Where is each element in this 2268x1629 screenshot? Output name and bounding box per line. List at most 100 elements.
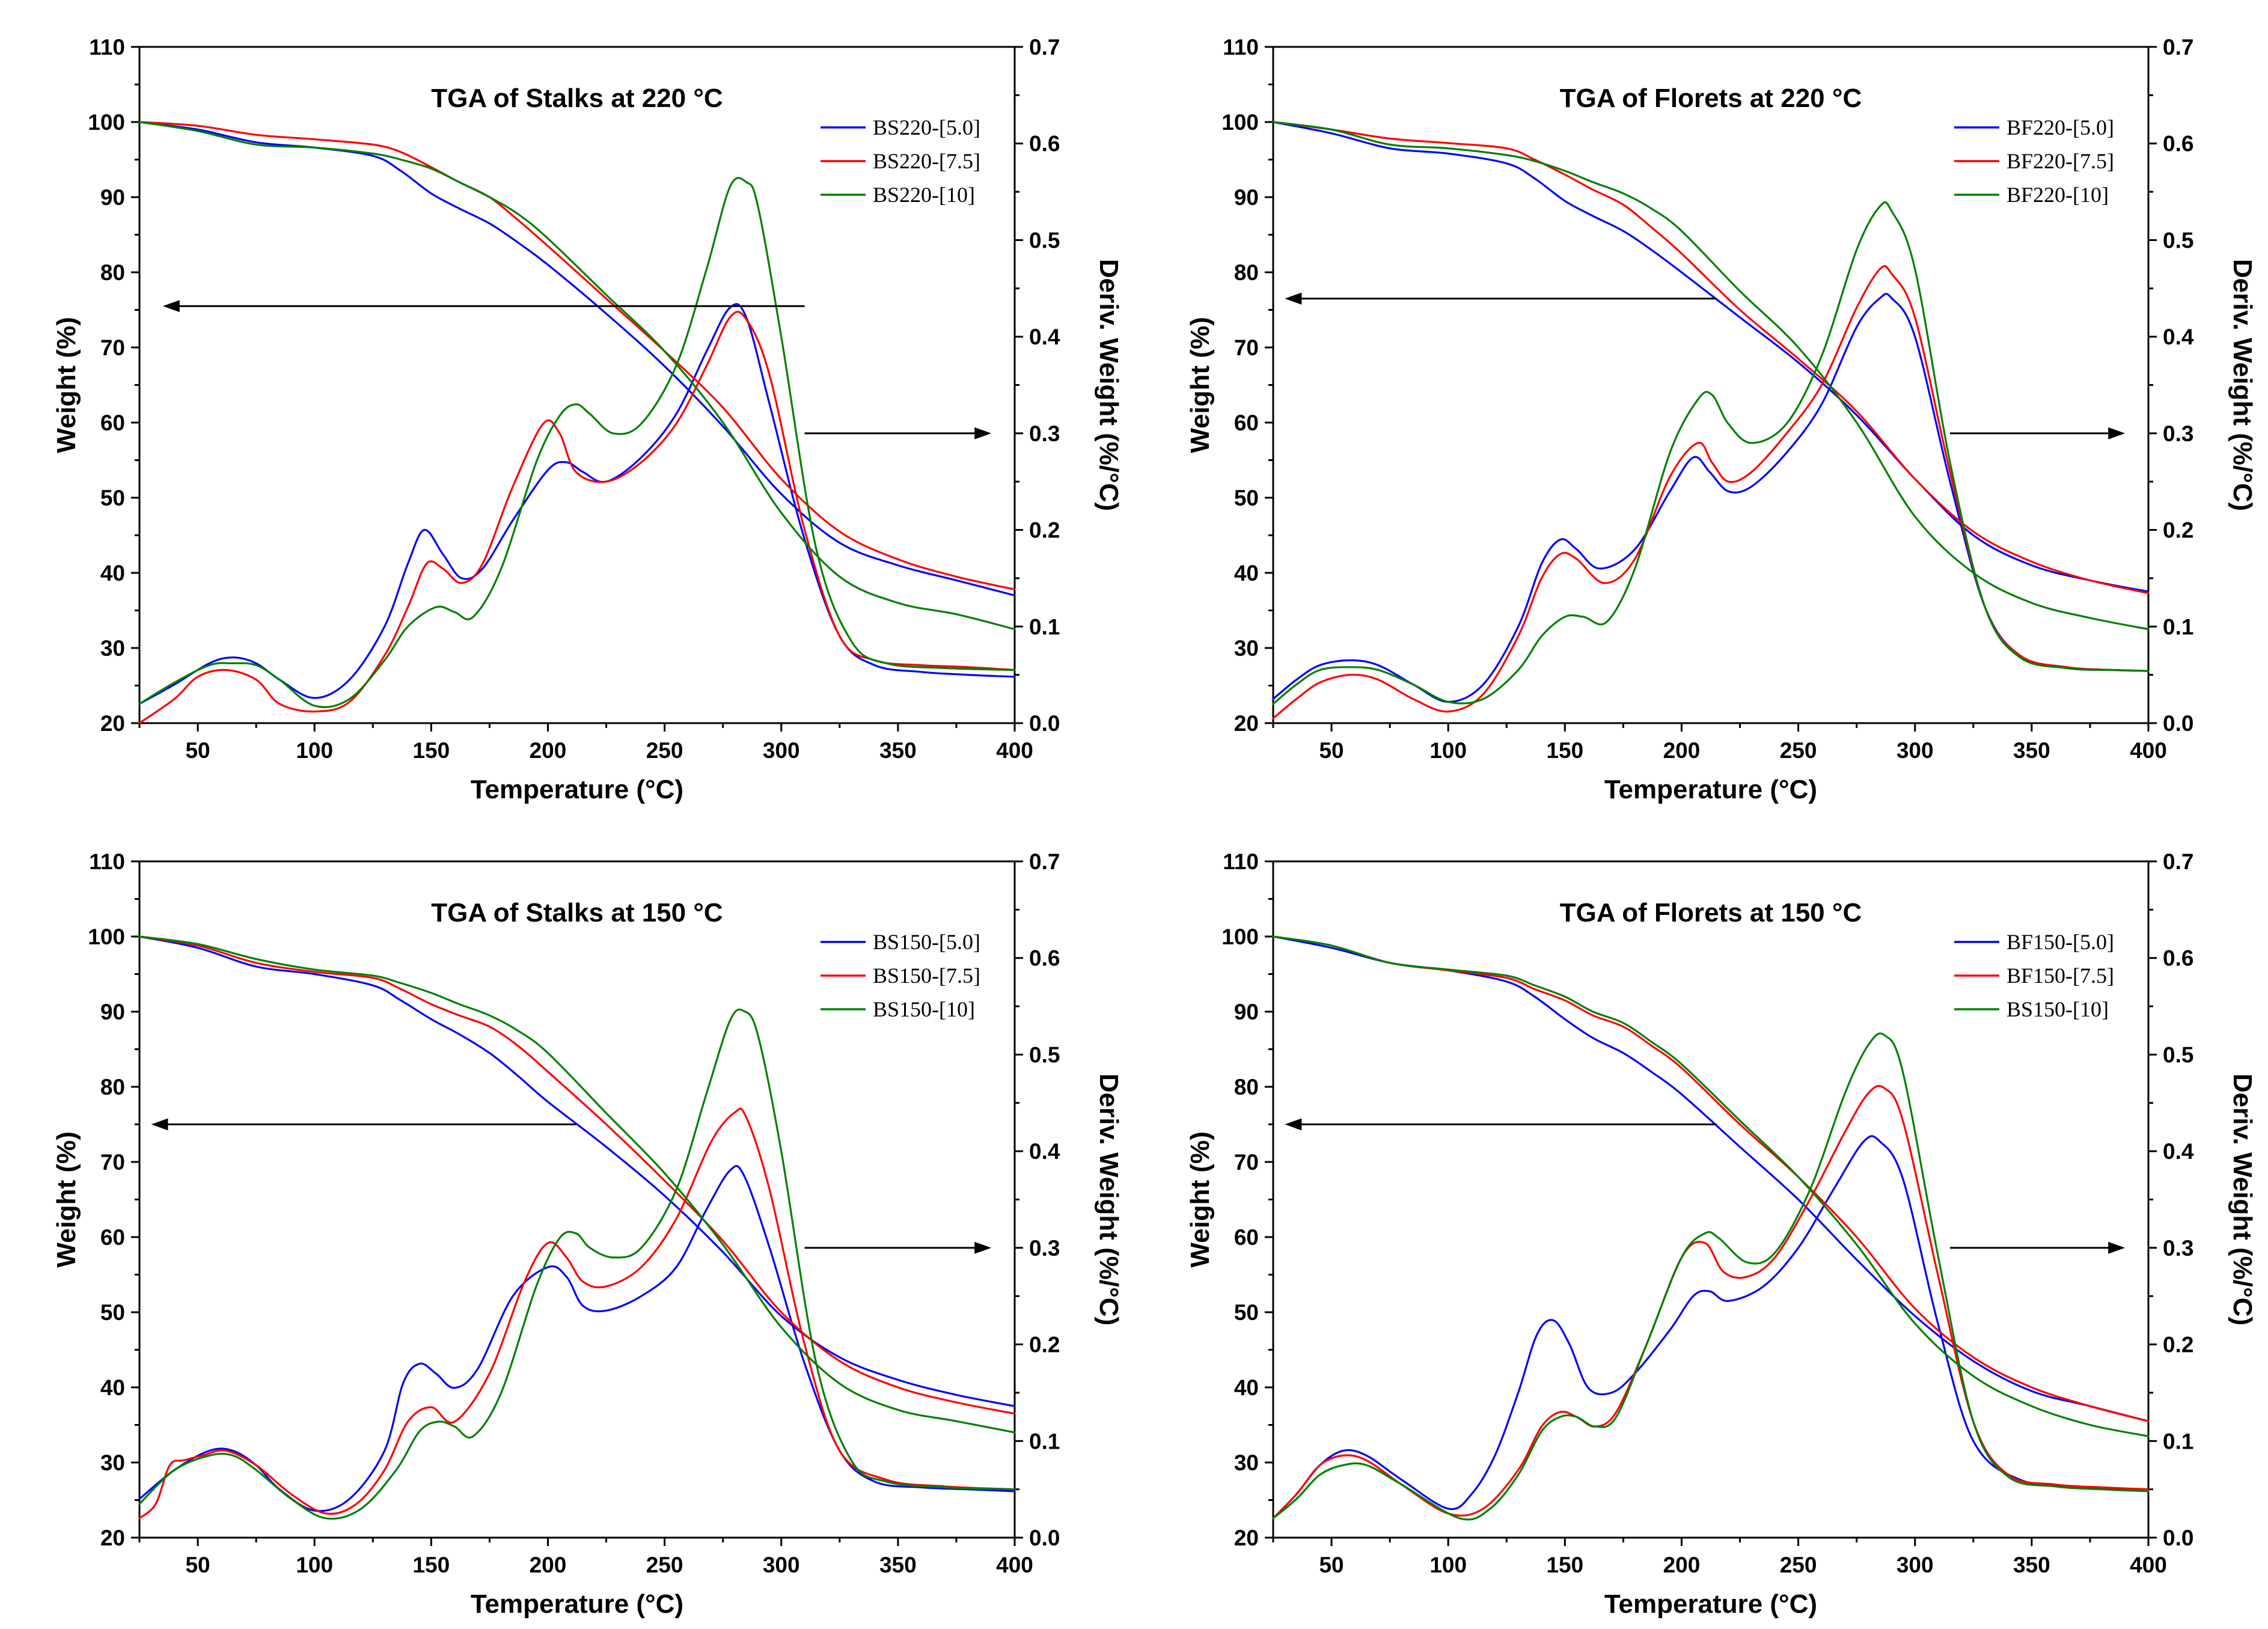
y-tick-label: 90	[100, 185, 125, 210]
series-weight-line	[138, 121, 1016, 591]
x-tick-label: 250	[1780, 1553, 1817, 1577]
series-weight-line	[138, 935, 1016, 1434]
y-tick-label: 30	[100, 1450, 125, 1475]
y-tick-label: 40	[100, 561, 125, 585]
y-tick-label: 90	[1234, 185, 1259, 210]
x-tick-label: 400	[2130, 1553, 2167, 1577]
plot-frame	[138, 46, 1016, 724]
y2-tick-label: 0.5	[1029, 1042, 1060, 1067]
chart-svg-florets-150: 50 100 150 200 250 300 350 400 20 30 40 50 60 70 80 90 1…	[1185, 849, 2257, 1619]
series-deriv-line	[138, 1165, 1016, 1512]
y2-tick-label: 0.2	[1029, 518, 1060, 543]
series-deriv-line	[1272, 201, 2150, 705]
y2-tick-label: 0.1	[1029, 1429, 1060, 1453]
x-tick-label: 250	[646, 738, 683, 763]
x-tick-label: 150	[412, 1553, 450, 1577]
y-tick-label: 50	[1234, 1300, 1259, 1325]
x-tick-label: 100	[1429, 1553, 1467, 1577]
x-tick-label: 100	[1429, 738, 1467, 763]
x-tick-label: 300	[1897, 1553, 1934, 1577]
chart-svg-florets-220: 50 100 150 200 250 300 350 400 20 30 40 50 60 70 80 90 1…	[1185, 35, 2257, 804]
y2-tick-label: 0.6	[2163, 946, 2193, 971]
y2-tick-label: 0.1	[2163, 614, 2193, 639]
series-weight-line	[138, 935, 1016, 1415]
x-tick-label: 400	[996, 1553, 1033, 1577]
y2-tick-label: 0.2	[2163, 518, 2193, 543]
legend-label: BF220-[10]	[2007, 183, 2109, 207]
series-weight-line	[1272, 121, 2150, 594]
y-tick-label: 70	[100, 1150, 125, 1175]
y-tick-label: 60	[1234, 411, 1259, 435]
y2-tick-label: 0.2	[1029, 1333, 1060, 1357]
y-tick-label: 90	[100, 1000, 125, 1024]
x-tick-label: 50	[1319, 738, 1343, 763]
weight-arrow-head	[151, 1118, 168, 1131]
chart-panel-florets-220: 50 100 150 200 250 300 350 400 20 30 40 50 60 70 80 90 1…	[1134, 0, 2267, 814]
y2-tick-label: 0.4	[2163, 1139, 2194, 1164]
chart-panel-stalks-220: 50 100 150 200 250 300 350 400 20 30 40 50 60 70 80 90 1…	[0, 0, 1134, 814]
y-tick-label: 90	[1234, 1000, 1259, 1024]
legend-label: BS220-[5.0]	[873, 115, 980, 139]
y-tick-label: 50	[100, 1300, 125, 1325]
x-tick-label: 200	[1663, 738, 1701, 763]
x-tick-label: 400	[2130, 738, 2167, 763]
chart-panel-florets-150: 50 100 150 200 250 300 350 400 20 30 40 50 60 70 80 90 1…	[1134, 814, 2267, 1629]
y-axis-label: Weight (%)	[1185, 1131, 1215, 1268]
chart-svg-stalks-150: 50 100 150 200 250 300 350 400 20 30 40 50 60 70 80 90 1…	[52, 849, 1123, 1619]
deriv-arrow-head	[974, 427, 992, 439]
series-deriv-line	[138, 1008, 1016, 1520]
y-tick-label: 110	[89, 35, 125, 60]
weight-arrow-head	[162, 300, 180, 313]
plot-frame	[1272, 46, 2150, 724]
legend-label: BF220-[5.0]	[2007, 115, 2114, 139]
y-tick-label: 100	[1221, 110, 1259, 135]
x-tick-label: 150	[1546, 1553, 1583, 1577]
y2-tick-label: 0.3	[2163, 421, 2193, 446]
y-tick-label: 70	[1234, 1150, 1259, 1175]
y-tick-label: 70	[100, 335, 125, 360]
deriv-arrow-head	[2108, 1241, 2126, 1254]
legend-label: BS150-[7.5]	[873, 964, 980, 988]
y2-tick-label: 0.7	[2163, 849, 2193, 874]
y-tick-label: 30	[100, 636, 125, 661]
y2-tick-label: 0.6	[1029, 132, 1060, 156]
y-tick-label: 40	[1234, 1375, 1259, 1400]
x-axis-label: Temperature (°C)	[1604, 775, 1817, 804]
y-axis-label: Weight (%)	[52, 317, 81, 453]
series-weight-line	[1272, 935, 2150, 1437]
series-deriv-line	[138, 177, 1016, 708]
y2-tick-label: 0.5	[2163, 228, 2193, 252]
y-tick-label: 110	[1223, 849, 1259, 874]
y2-tick-label: 0.6	[2163, 132, 2193, 156]
y-tick-label: 50	[100, 486, 125, 510]
series-deriv-line	[1272, 1084, 2150, 1520]
legend-label: BS150-[5.0]	[873, 930, 980, 954]
y-tick-label: 40	[100, 1375, 125, 1400]
y-axis-label: Weight (%)	[1185, 317, 1215, 453]
series-deriv-line	[1272, 264, 2150, 720]
y-tick-label: 80	[1234, 1075, 1259, 1099]
series-weight-line	[138, 121, 1016, 631]
series-deriv-line	[138, 311, 1016, 724]
y2-tick-label: 0.1	[1029, 614, 1060, 639]
y-tick-label: 60	[100, 1225, 125, 1250]
chart-title: TGA of Stalks at 220 °C	[431, 84, 723, 113]
legend-label: BS150-[10]	[873, 997, 975, 1021]
y-tick-label: 30	[1234, 636, 1259, 661]
x-tick-label: 250	[646, 1553, 683, 1577]
y-tick-label: 60	[100, 411, 125, 435]
series-deriv-line	[1272, 1135, 2150, 1520]
chart-title: TGA of Florets at 220 °C	[1560, 84, 1862, 113]
chart-svg-stalks-220: 50 100 150 200 250 300 350 400 20 30 40 50 60 70 80 90 1…	[52, 35, 1123, 804]
deriv-arrow-head	[974, 1241, 992, 1254]
x-tick-label: 50	[1319, 1553, 1343, 1577]
legend-label: BS220-[10]	[873, 183, 975, 207]
series-deriv-line	[138, 303, 1016, 705]
x-axis-label: Temperature (°C)	[471, 1589, 683, 1619]
y-tick-label: 80	[1234, 260, 1259, 285]
chart-title: TGA of Florets at 150 °C	[1560, 898, 1862, 928]
y2-tick-label: 0.3	[1029, 421, 1060, 446]
chart-title: TGA of Stalks at 150 °C	[431, 898, 723, 928]
y2-tick-label: 0.5	[1029, 228, 1060, 252]
weight-arrow-head	[1285, 1118, 1302, 1131]
